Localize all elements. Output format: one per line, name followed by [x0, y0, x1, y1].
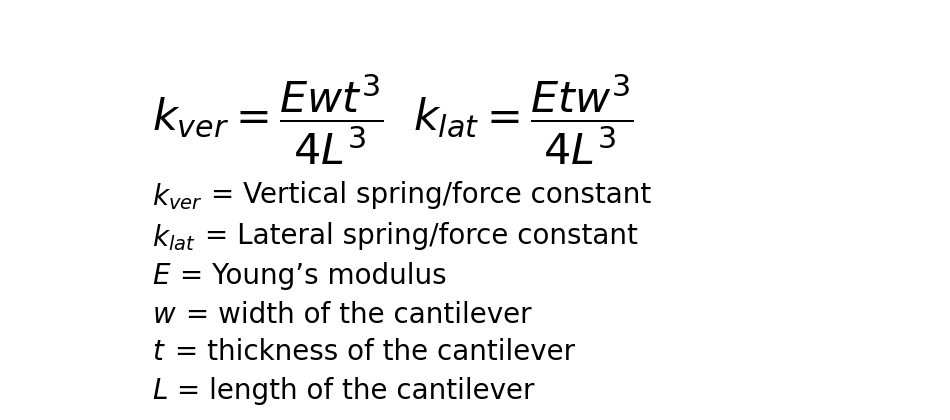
Text: $t$: $t$ [152, 338, 165, 366]
Text: = thickness of the cantilever: = thickness of the cantilever [165, 338, 575, 366]
Text: $E$: $E$ [152, 262, 171, 290]
Text: = width of the cantilever: = width of the cantilever [177, 301, 531, 329]
Text: $w$: $w$ [152, 301, 177, 329]
Text: $k_{\mathit{ver}} = \dfrac{Ewt^3}{4L^3}$: $k_{\mathit{ver}} = \dfrac{Ewt^3}{4L^3}$ [152, 73, 384, 168]
Text: = length of the cantilever: = length of the cantilever [168, 377, 534, 405]
Text: $k_{\mathit{ver}}$: $k_{\mathit{ver}}$ [152, 181, 202, 212]
Text: $k_{\mathit{lat}} = \dfrac{Etw^3}{4L^3}$: $k_{\mathit{lat}} = \dfrac{Etw^3}{4L^3}$ [413, 73, 634, 168]
Text: $L$: $L$ [152, 377, 168, 405]
Text: = Lateral spring/force constant: = Lateral spring/force constant [196, 222, 637, 250]
Text: = Vertical spring/force constant: = Vertical spring/force constant [202, 181, 652, 210]
Text: $k_{\mathit{lat}}$: $k_{\mathit{lat}}$ [152, 222, 196, 252]
Text: = Young’s modulus: = Young’s modulus [171, 262, 447, 290]
